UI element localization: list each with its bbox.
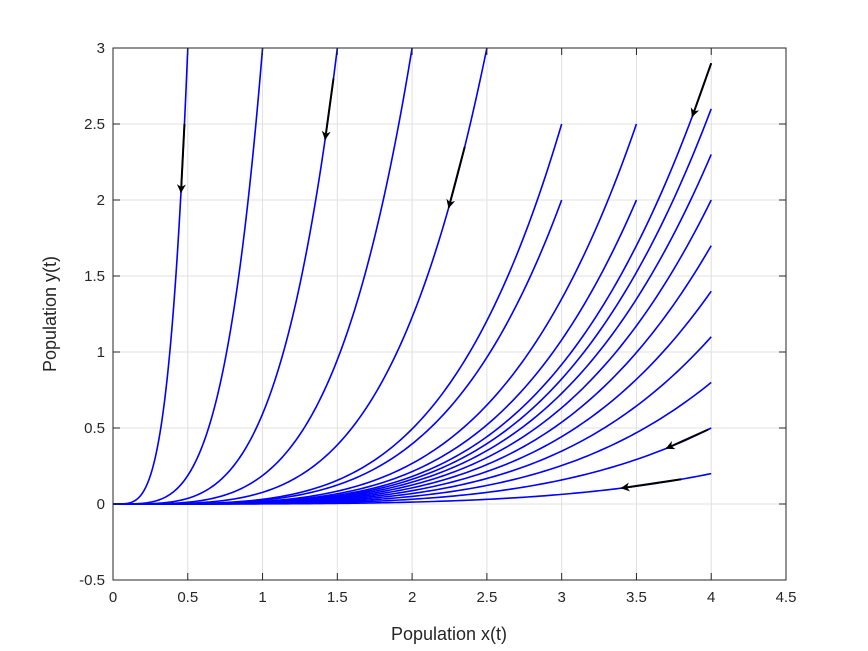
- direction-arrows: [176, 62, 713, 492]
- x-tick-label: 1.5: [327, 589, 348, 606]
- x-tick-label: 1: [258, 589, 266, 606]
- x-tick-label: 4.5: [776, 589, 797, 606]
- direction-arrow-4: [665, 428, 709, 450]
- y-axis-label: Population y(t): [40, 256, 60, 372]
- x-axis-label: Population x(t): [391, 624, 507, 644]
- x-tick-label: 3: [557, 589, 565, 606]
- direction-arrow-5: [620, 478, 682, 492]
- y-tick-label: 0: [97, 496, 105, 513]
- axis-ticks: 0 0.5 1 1.5 2 2.5 3 3.5 4 4.5-0.500.511.522.53: [79, 40, 796, 606]
- x-tick-label: 2.5: [476, 589, 497, 606]
- plot-frame: [112, 47, 787, 581]
- y-tick-label: 0.5: [84, 420, 105, 437]
- trajectory-curves: [113, 47, 712, 505]
- y-tick-label: 3: [97, 40, 105, 57]
- y-tick-label: 1.5: [84, 268, 105, 285]
- trajectory-curve-18: [113, 472, 712, 505]
- y-tick-label: -0.5: [79, 572, 105, 589]
- y-tick-label: 2.5: [84, 116, 105, 133]
- x-tick-label: 3.5: [626, 589, 647, 606]
- direction-arrow-2: [446, 146, 466, 209]
- x-tick-label: 0: [109, 589, 117, 606]
- x-tick-label: 4: [707, 589, 715, 606]
- x-tick-label: 2: [408, 589, 416, 606]
- y-tick-label: 2: [97, 192, 105, 209]
- x-tick-label: 0.5: [177, 589, 198, 606]
- y-tick-label: 1: [97, 344, 105, 361]
- direction-arrow-1: [321, 78, 335, 141]
- direction-arrow-0: [176, 123, 186, 194]
- direction-arrow-3: [690, 62, 713, 118]
